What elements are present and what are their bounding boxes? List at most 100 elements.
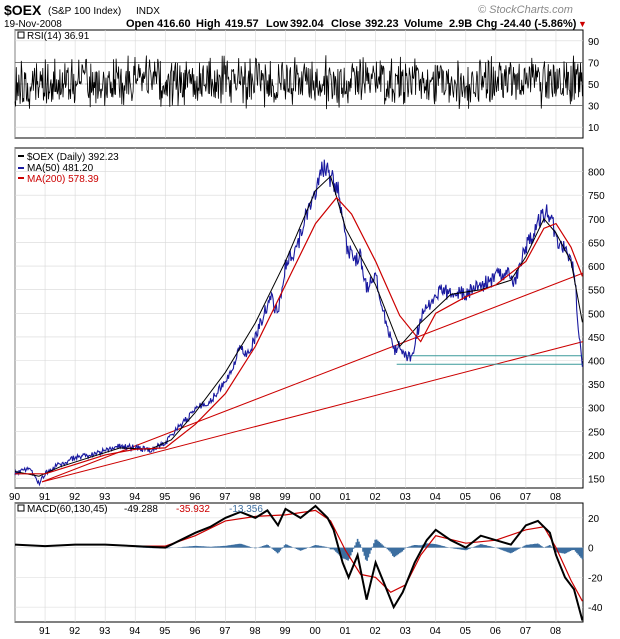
trendline-lower: [41, 341, 584, 483]
x-label-96: 96: [189, 492, 201, 503]
price-tick-550: 550: [588, 286, 605, 297]
price-tick-150: 150: [588, 475, 605, 486]
x-label-95: 95: [159, 492, 171, 503]
price-tick-650: 650: [588, 238, 605, 249]
x-label-bottom-97: 97: [219, 626, 231, 637]
x-label-97: 97: [219, 492, 231, 503]
x-label-bottom-91: 91: [39, 626, 51, 637]
symbol-title: $OEX: [4, 2, 42, 18]
x-label-08: 08: [550, 492, 562, 503]
x-label-bottom-98: 98: [249, 626, 261, 637]
x-label-03: 03: [400, 492, 412, 503]
x-label-bottom-02: 02: [370, 626, 382, 637]
price-tick-500: 500: [588, 309, 605, 320]
macd-line: [14, 504, 584, 621]
x-label-bottom-04: 04: [430, 626, 442, 637]
x-label-01: 01: [340, 492, 352, 503]
x-label-bottom-03: 03: [400, 626, 412, 637]
rsi-panel: 10 30 50 70 90: [14, 29, 600, 139]
x-label-bottom-07: 07: [520, 626, 532, 637]
macd-legend-value: -49.288: [124, 504, 158, 515]
macd-legend: MACD(60,130,45) -49.288 -35.932 -13.356: [17, 504, 263, 515]
volume-label: Volume: [404, 18, 443, 30]
trendline-upper: [41, 272, 584, 483]
x-label-bottom-92: 92: [69, 626, 81, 637]
chart-date: 19-Nov-2008: [4, 19, 62, 30]
ma50-line: [14, 175, 583, 477]
close-label: Close: [331, 18, 361, 30]
macd-frame: [14, 502, 584, 623]
ma200-legend-text: MA(200) 578.39: [27, 174, 99, 185]
volume-value: 2.9B: [449, 18, 472, 30]
x-label-bottom-94: 94: [129, 626, 141, 637]
x-label-bottom-00: 00: [310, 626, 322, 637]
macd-legend-icon: [17, 504, 25, 512]
x-axis-years-bottom: 91 92 93 94 95 96 97 98 99 00 01 02 03 04 05 06 07 08: [39, 626, 561, 637]
price-tick-450: 450: [588, 333, 605, 344]
rsi-tick-50: 50: [588, 80, 600, 91]
rsi-tick-70: 70: [588, 58, 600, 69]
macd-legend-prefix: MACD(60,130,45): [27, 504, 108, 515]
price-panel: 150 200 250 300 350 400 450 500 550 600 650 700 750 8…: [14, 147, 605, 489]
rsi-legend-icon: [17, 31, 25, 39]
x-label-90: 90: [9, 492, 21, 503]
exchange-label: INDX: [136, 6, 160, 17]
x-label-bottom-05: 05: [460, 626, 472, 637]
x-label-bottom-08: 08: [550, 626, 562, 637]
price-tick-300: 300: [588, 404, 605, 415]
rsi-tick-90: 90: [588, 37, 600, 48]
price-tick-600: 600: [588, 262, 605, 273]
high-label: High: [196, 18, 221, 30]
x-label-bottom-96: 96: [189, 626, 201, 637]
ma50-legend-text: MA(50) 481.20: [27, 163, 94, 174]
high-value: 419.57: [225, 18, 259, 30]
macd-tick--20: -20: [588, 573, 603, 584]
chg-down-icon: ▼: [578, 19, 587, 29]
macd-histogram: [136, 538, 584, 561]
macd-tick--40: -40: [588, 603, 603, 614]
x-label-07: 07: [520, 492, 532, 503]
signal-legend-value: -35.932: [176, 504, 210, 515]
x-label-00: 00: [310, 492, 322, 503]
open-value: 416.60: [157, 18, 191, 30]
price-tick-800: 800: [588, 168, 605, 179]
x-label-99: 99: [279, 492, 291, 503]
x-label-bottom-06: 06: [490, 626, 502, 637]
price-frame: [14, 147, 584, 489]
chg-value: -24.40 (-5.86%): [500, 18, 577, 30]
open-label: Open: [126, 18, 154, 30]
chg-label: Chg: [476, 18, 497, 30]
macd-tick-20: 20: [588, 514, 600, 525]
price-legend-text: $OEX (Daily) 392.23: [27, 152, 119, 163]
x-label-94: 94: [129, 492, 141, 503]
watermark: © StockCharts.com: [478, 4, 573, 16]
signal-line: [14, 509, 583, 602]
price-line: [14, 159, 583, 487]
price-tick-350: 350: [588, 380, 605, 391]
price-tick-750: 750: [588, 191, 605, 202]
x-axis-years: 90 91 92 93 94 95 96 97 98 99 00 01 02 03 04 05 06 07 08: [9, 492, 562, 503]
low-label: Low: [266, 18, 288, 30]
price-tick-200: 200: [588, 451, 605, 462]
rsi-legend-text: RSI(14) 36.91: [27, 31, 90, 42]
price-tick-400: 400: [588, 357, 605, 368]
index-name: (S&P 100 Index): [48, 6, 121, 17]
rsi-legend: RSI(14) 36.91: [17, 31, 90, 42]
x-label-93: 93: [99, 492, 111, 503]
price-tick-250: 250: [588, 427, 605, 438]
macd-panel: 20 0 -20 -40: [14, 502, 603, 623]
x-label-bottom-99: 99: [279, 626, 291, 637]
x-label-bottom-93: 93: [99, 626, 111, 637]
macd-tick-0: 0: [588, 544, 594, 555]
x-label-bottom-01: 01: [340, 626, 352, 637]
close-value: 392.23: [365, 18, 399, 30]
x-label-05: 05: [460, 492, 472, 503]
x-label-04: 04: [430, 492, 442, 503]
rsi-tick-30: 30: [588, 102, 600, 113]
x-label-bottom-95: 95: [159, 626, 171, 637]
x-label-98: 98: [249, 492, 261, 503]
ma200-line: [15, 196, 583, 475]
price-legend: $OEX (Daily) 392.23 MA(50) 481.20 MA(200…: [18, 152, 119, 185]
x-label-92: 92: [69, 492, 81, 503]
